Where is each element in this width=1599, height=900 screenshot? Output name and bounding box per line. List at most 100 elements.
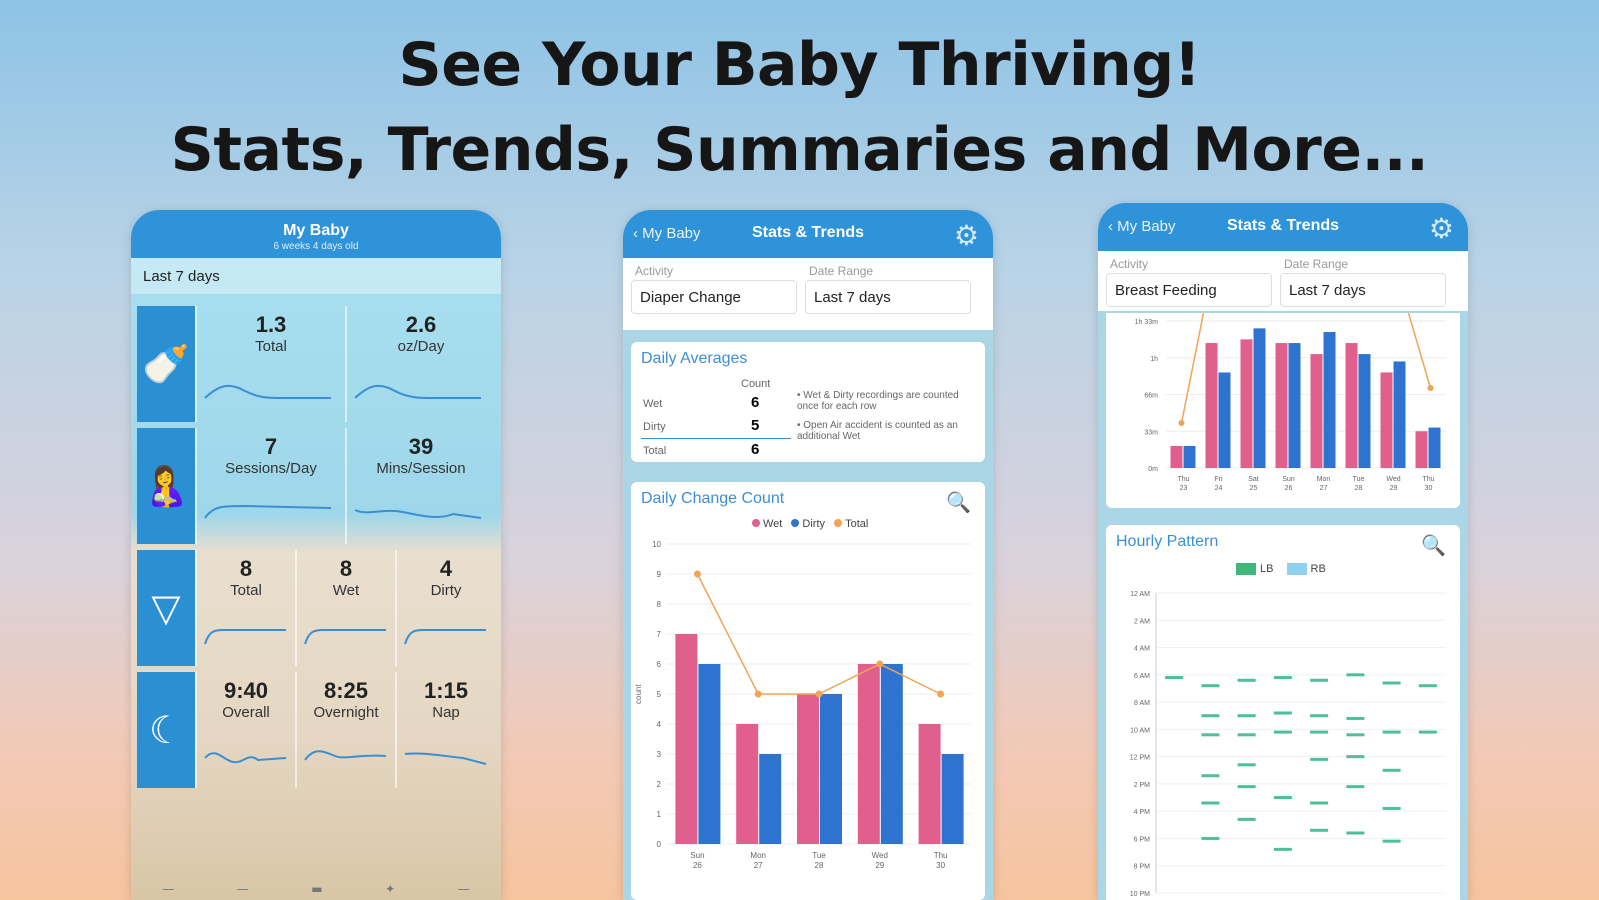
bar	[1275, 343, 1288, 468]
stat-cell: 1:15 Nap	[395, 672, 495, 788]
stat-label: Wet	[332, 582, 360, 599]
tab-icon[interactable]: ✦	[385, 882, 396, 896]
legend-item: LB	[1260, 563, 1274, 575]
y-tick-label: 2	[657, 780, 662, 789]
stat-value: 1:15	[423, 678, 469, 703]
tab-icon[interactable]: —	[236, 882, 249, 896]
y-tick-label: 8 PM	[1134, 864, 1151, 871]
feeding-mark	[1346, 755, 1365, 759]
stat-cell: 8 Total	[195, 550, 295, 666]
navbar: ‹ My Baby Stats & Trends ⚙	[623, 210, 993, 258]
chart-legend: Wet Dirty Total	[746, 518, 868, 530]
feeding-mark	[1201, 684, 1220, 688]
stat-label: Total	[255, 338, 287, 355]
bar	[1345, 343, 1358, 468]
x-tick-label: 29	[1390, 485, 1398, 492]
stat-label: Total	[230, 582, 262, 599]
range-select[interactable]: Last 7 days	[805, 280, 971, 314]
y-tick-label: 6 PM	[1134, 836, 1151, 843]
headline-line-2: Stats, Trends, Summaries and More...	[170, 115, 1429, 185]
stat-label: Sessions/Day	[225, 460, 317, 477]
activity-select[interactable]: Diaper Change	[631, 280, 797, 314]
bar	[1170, 445, 1183, 468]
feeding-duration-chart: 0m 33m 66m 1h 1h 33m Thu 23 Fri 24 Sat 25 Sun 26 Mon 2…	[1135, 313, 1446, 492]
bar	[820, 694, 842, 844]
tab-icon[interactable]: —	[162, 882, 175, 896]
range-label[interactable]: Last 7 days	[131, 258, 501, 294]
y-tick-label: 1h	[1150, 356, 1158, 363]
feeding-mark	[1201, 801, 1220, 805]
x-tick-label: 24	[1215, 485, 1223, 492]
stat-label: Dirty	[430, 582, 462, 599]
phone-feeding-stats-screen: ‹ My Baby Stats & Trends ⚙ Activity Brea…	[1098, 203, 1468, 900]
feeding-mark	[1165, 676, 1184, 680]
feeding-mark	[1237, 785, 1256, 789]
sparkline	[204, 504, 332, 519]
sparkline	[304, 629, 386, 645]
zoom-icon[interactable]: 🔍	[1421, 535, 1446, 557]
total-point	[937, 690, 945, 698]
feeding-mark	[1346, 831, 1365, 835]
x-tick-label: 27	[754, 861, 763, 870]
y-tick-label: 4 PM	[1134, 809, 1151, 816]
y-tick-label: 7	[657, 630, 662, 639]
divider	[641, 438, 791, 439]
feeding-mark	[1310, 714, 1329, 718]
stat-cell: 7 Sessions/Day	[195, 428, 345, 544]
x-tick-label: Sat	[1248, 476, 1259, 483]
phone-summary-screen: My Baby 6 weeks 4 days old Last 7 days 🍼…	[131, 210, 501, 900]
stat-row-bottle[interactable]: 🍼 1.3 Total 2.6 oz/Day	[137, 306, 495, 422]
tab-icon[interactable]: ▬	[311, 882, 323, 896]
selectors: Activity Diaper Change Date Range Last 7…	[623, 258, 993, 330]
bar	[1240, 339, 1253, 468]
gear-icon[interactable]: ⚙	[953, 220, 979, 251]
hourly-pattern-chart: 12 AM 2 AM 4 AM 6 AM 8 AM 10 AM 12 PM 2 PM 4 PM 6…	[1130, 591, 1446, 898]
y-tick-label: 10	[652, 540, 661, 549]
legend-item: Wet	[763, 518, 783, 530]
y-tick-label: 8	[657, 600, 662, 609]
total-point	[876, 660, 884, 668]
stat-label: Overnight	[313, 704, 379, 721]
stat-value: 9:40	[223, 678, 269, 703]
selectors: Activity Breast Feeding Date Range Last …	[1098, 251, 1468, 311]
stat-row-sleep[interactable]: ☾ 9:40 Overall 8:25 Overnight 1:15 Nap	[137, 672, 495, 788]
y-tick-label: 5	[657, 690, 662, 699]
feeding-mark	[1418, 730, 1437, 734]
nav-title: Stats & Trends	[751, 224, 865, 241]
back-button[interactable]: ‹ My Baby	[1108, 218, 1176, 235]
feeding-mark	[1346, 785, 1365, 789]
x-tick-label: 28	[815, 861, 824, 870]
back-button[interactable]: ‹ My Baby	[633, 225, 701, 242]
x-tick-label: Wed	[872, 851, 888, 860]
y-tick-label: 12 PM	[1130, 755, 1150, 762]
zoom-icon[interactable]: 🔍	[946, 492, 971, 514]
feeding-mark	[1310, 757, 1329, 761]
diaper-icon: ▽	[137, 550, 195, 666]
trend-line	[1407, 313, 1432, 389]
y-tick-label: 0	[657, 840, 662, 849]
bar	[941, 754, 964, 844]
bar	[698, 664, 721, 844]
trend-point	[1178, 420, 1185, 426]
trend-line	[1180, 313, 1205, 424]
bar	[1183, 445, 1196, 468]
stat-label: oz/Day	[397, 338, 445, 355]
navbar: My Baby 6 weeks 4 days old	[131, 210, 501, 258]
gear-icon[interactable]: ⚙	[1428, 213, 1454, 244]
stat-cell: 8:25 Overnight	[295, 672, 395, 788]
breastfeeding-icon: 🤱	[137, 428, 195, 544]
range-select[interactable]: Last 7 days	[1280, 273, 1446, 307]
bar	[1310, 354, 1323, 468]
daily-change-count-card: Daily Change Count 🔍 Wet Dirty Total 0 1 2…	[631, 482, 985, 900]
x-tick-label: Thu	[1422, 476, 1434, 483]
stat-row-diaper[interactable]: ▽ 8 Total 8 Wet 4 Dirty	[137, 550, 495, 666]
activity-select[interactable]: Breast Feeding	[1106, 273, 1272, 307]
stat-cell: 9:40 Overall	[195, 672, 295, 788]
y-tick-label: 6	[657, 660, 662, 669]
tab-icon[interactable]: —	[457, 882, 470, 896]
bar	[759, 754, 782, 844]
stat-row-breastfeeding[interactable]: 🤱 7 Sessions/Day 39 Mins/Session	[137, 428, 495, 544]
chart-legend: LB RB	[1226, 563, 1326, 576]
count-header: Count	[741, 378, 771, 390]
feeding-mark	[1273, 676, 1292, 680]
